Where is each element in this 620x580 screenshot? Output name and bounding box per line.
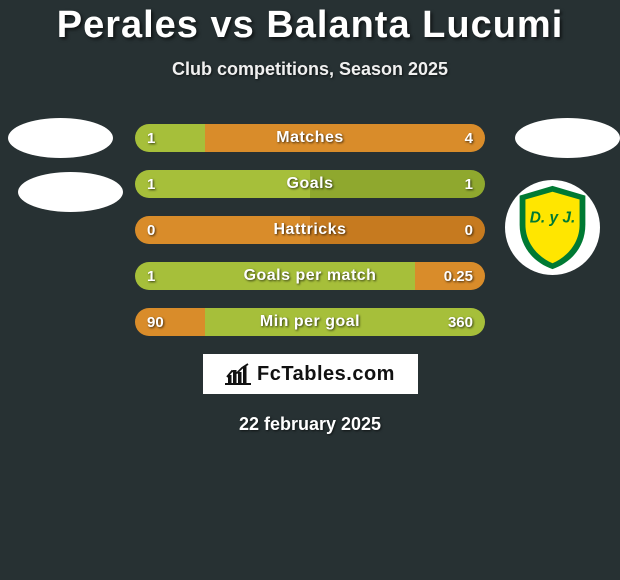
- stats-container: 14Matches 11Goals 00Hattricks 10.25Goals pe…: [135, 124, 485, 336]
- player-left-silhouette-2: [18, 172, 123, 212]
- crest-text: D. y J.: [530, 210, 576, 227]
- branding-box: FcTables.com: [203, 354, 418, 394]
- stat-label: Matches: [135, 124, 485, 152]
- player-right-silhouette: [515, 118, 620, 158]
- stat-row: 14Matches: [135, 124, 485, 152]
- stat-label: Min per goal: [135, 308, 485, 336]
- stat-row: 90360Min per goal: [135, 308, 485, 336]
- stat-row: 11Goals: [135, 170, 485, 198]
- stat-row: 10.25Goals per match: [135, 262, 485, 290]
- subtitle: Club competitions, Season 2025: [0, 59, 620, 80]
- page-title: Perales vs Balanta Lucumi: [0, 0, 620, 47]
- bar-chart-icon: [225, 363, 251, 385]
- stat-label: Hattricks: [135, 216, 485, 244]
- date-label: 22 february 2025: [0, 414, 620, 435]
- stat-label: Goals: [135, 170, 485, 198]
- player-left-silhouette-1: [8, 118, 113, 158]
- shield-icon: D. y J.: [513, 184, 592, 271]
- club-crest-right: D. y J.: [505, 180, 600, 275]
- branding-text: FcTables.com: [257, 363, 395, 386]
- stat-label: Goals per match: [135, 262, 485, 290]
- stat-row: 00Hattricks: [135, 216, 485, 244]
